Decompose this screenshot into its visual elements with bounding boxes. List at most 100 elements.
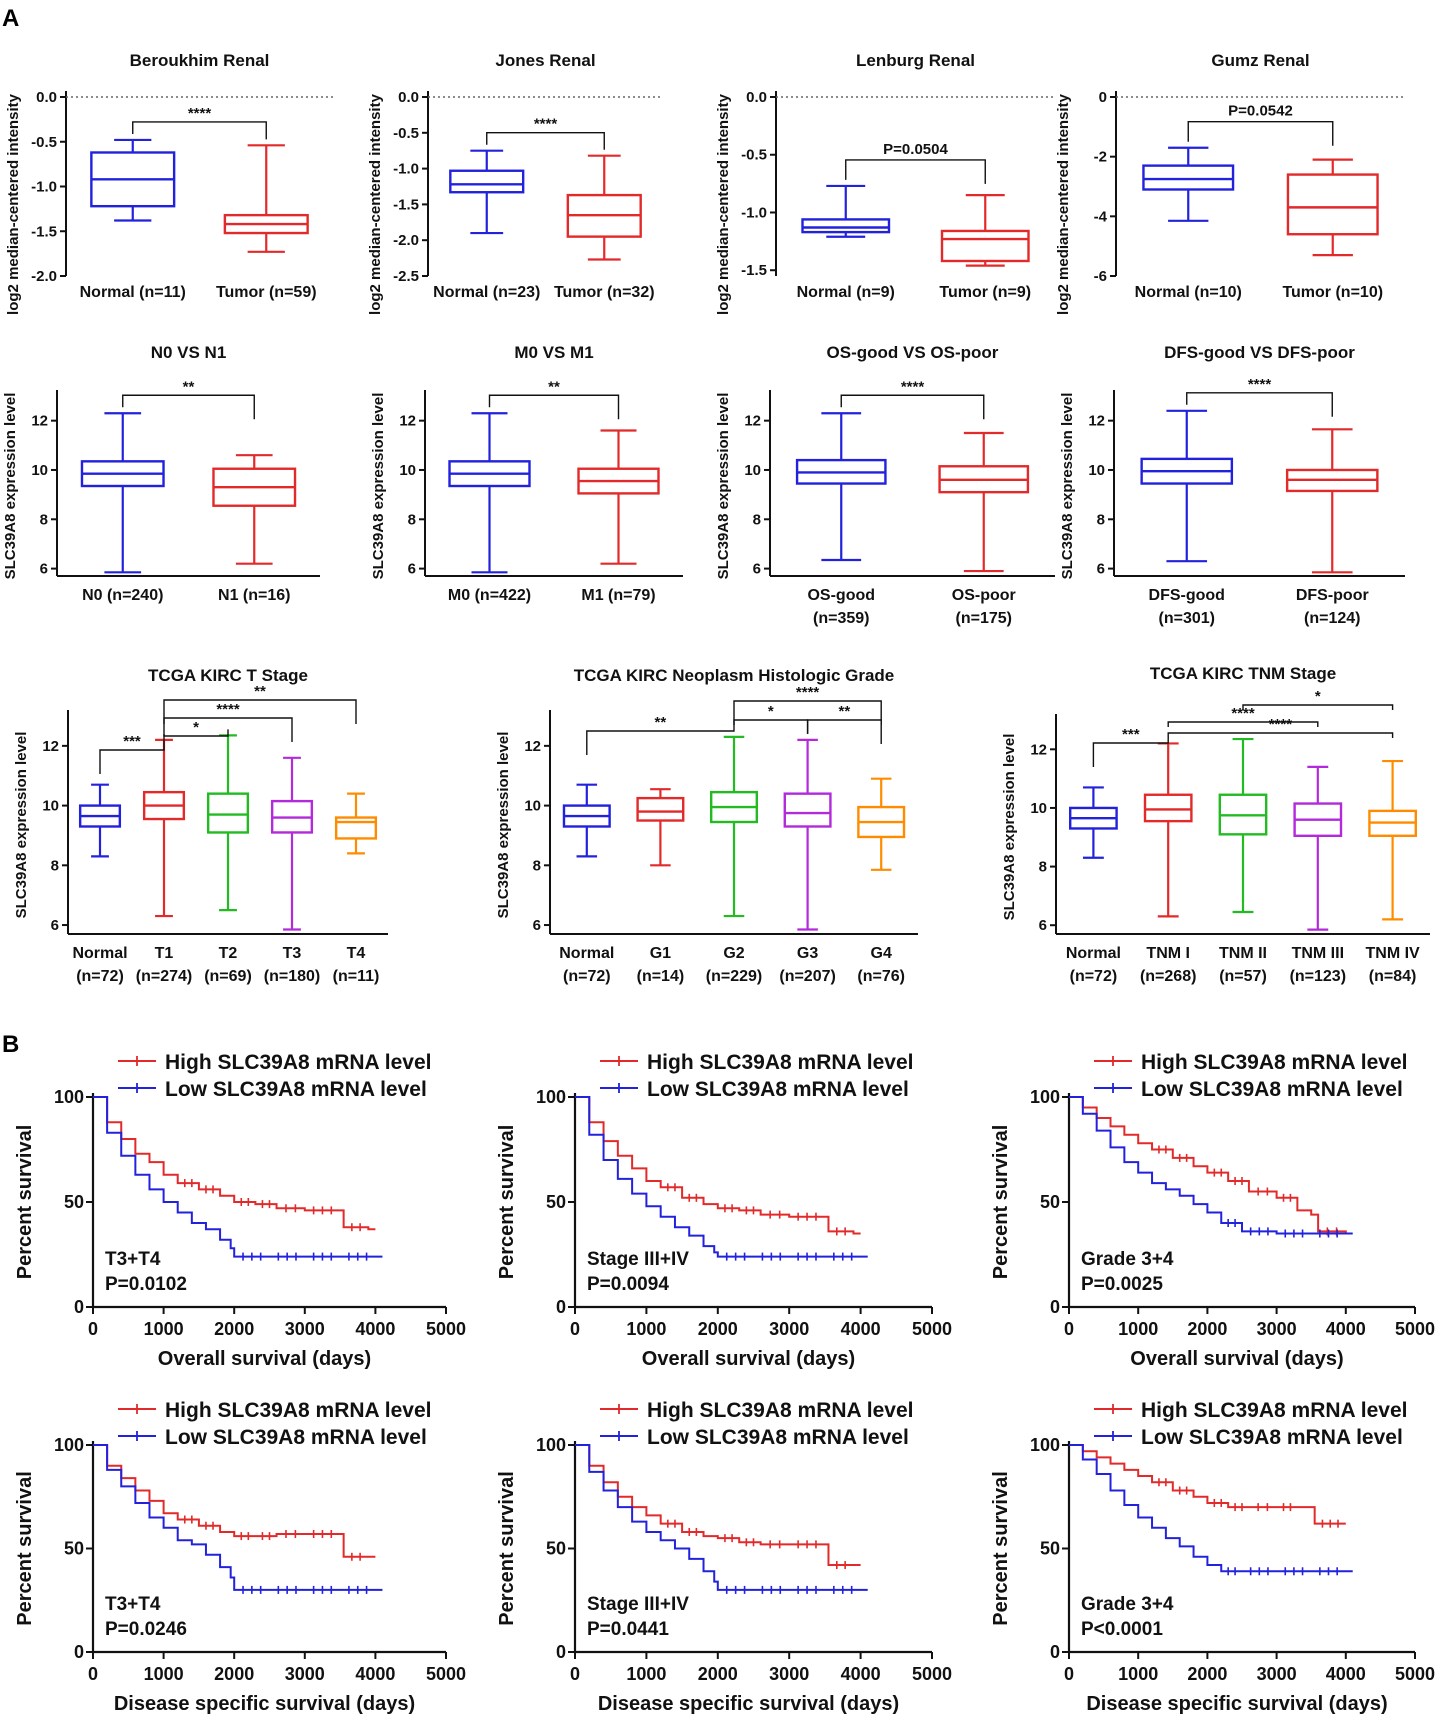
y-tick-label: 6 <box>753 561 761 578</box>
chart-title: Beroukhim Renal <box>130 51 270 70</box>
y-tick-label: 0.0 <box>746 89 767 106</box>
subgroup-annotation: T3+T4 <box>105 1594 161 1615</box>
significance-label: * <box>1315 688 1321 705</box>
x-tick-label: 4000 <box>355 1664 395 1684</box>
significance-bracket <box>840 394 985 420</box>
x-tick-label: 2000 <box>214 1664 254 1684</box>
x-category-sublabel: (n=14) <box>637 968 685 985</box>
survival-curve-high <box>1069 1096 1347 1234</box>
y-tick-label: 50 <box>64 1539 84 1559</box>
p-value-annotation: P=0.0441 <box>587 1619 669 1640</box>
x-tick-label: 3000 <box>1257 1664 1297 1684</box>
significance-label: P=0.0504 <box>883 141 948 158</box>
x-category-label: T4 <box>347 945 366 962</box>
y-tick-label: -0.5 <box>393 125 419 142</box>
x-category-label: TNM III <box>1292 945 1344 962</box>
legend-label: High SLC39A8 mRNA level <box>165 1051 431 1074</box>
y-axis-label: log2 median-centered intensity <box>715 93 732 315</box>
x-category-label: Tumor (n=9) <box>939 284 1031 301</box>
y-axis-label: Percent survival <box>990 1125 1012 1280</box>
y-tick-label: -1.5 <box>741 262 767 279</box>
x-category-label: G3 <box>797 945 818 962</box>
box-1 <box>1286 173 1379 236</box>
survival-curve-high <box>1069 1444 1346 1525</box>
legend-label: High SLC39A8 mRNA level <box>647 1051 913 1074</box>
significance-bracket <box>486 132 605 150</box>
x-category-sublabel: (n=84) <box>1369 968 1417 985</box>
y-tick-label: 0 <box>74 1642 84 1662</box>
y-tick-label: 50 <box>1040 1539 1060 1559</box>
survival-curve-low <box>575 1096 868 1258</box>
y-tick-label: 12 <box>744 413 761 430</box>
significance-label: **** <box>216 701 240 718</box>
x-category-label: G4 <box>871 945 892 962</box>
y-axis-label: SLC39A8 expression level <box>1059 393 1076 580</box>
significance-bracket <box>163 729 229 737</box>
y-tick-label: 8 <box>753 511 761 528</box>
y-tick-label: 12 <box>399 413 416 430</box>
x-category-sublabel: (n=69) <box>204 968 252 985</box>
y-tick-label: 10 <box>42 798 59 815</box>
x-category-sublabel: (n=72) <box>1070 968 1118 985</box>
x-tick-label: 2000 <box>1187 1664 1227 1684</box>
y-tick-label: 50 <box>64 1192 84 1212</box>
significance-label: *** <box>123 733 141 750</box>
x-tick-label: 5000 <box>1395 1664 1435 1684</box>
x-tick-label: 0 <box>570 1664 580 1684</box>
legend-label: Low SLC39A8 mRNA level <box>647 1426 909 1449</box>
survival-curve-high <box>575 1444 861 1567</box>
chart-title: N0 VS N1 <box>151 343 227 362</box>
legend-label: High SLC39A8 mRNA level <box>647 1399 913 1422</box>
significance-bracket <box>122 394 255 420</box>
chart-title: M0 VS M1 <box>514 343 593 362</box>
y-tick-label: 6 <box>40 561 48 578</box>
significance-bracket <box>806 719 882 744</box>
x-tick-label: 5000 <box>1395 1319 1435 1339</box>
x-category-sublabel: (n=229) <box>706 968 762 985</box>
significance-label: ** <box>183 378 195 395</box>
significance-label: * <box>768 703 774 720</box>
y-tick-label: -1.5 <box>393 196 419 213</box>
box-0 <box>1142 164 1235 191</box>
y-axis-label: Percent survival <box>496 1471 518 1626</box>
y-tick-label: 100 <box>1030 1087 1060 1107</box>
x-tick-label: 0 <box>1064 1319 1074 1339</box>
significance-label: *** <box>1122 726 1140 743</box>
x-category-label: DFS-poor <box>1296 587 1369 604</box>
p-value-annotation: P=0.0094 <box>587 1274 669 1295</box>
x-tick-label: 5000 <box>912 1319 952 1339</box>
significance-bracket <box>1186 392 1333 417</box>
survival-curve-high <box>575 1096 861 1235</box>
y-axis-label: SLC39A8 expression level <box>370 393 387 580</box>
y-axis-label: Percent survival <box>14 1125 36 1280</box>
y-tick-label: 0 <box>556 1297 566 1317</box>
y-tick-label: -2.0 <box>393 232 419 249</box>
x-tick-label: 1000 <box>144 1664 184 1684</box>
box-chart-m0m1: M0 VS M1 6 8 10 12 SLC39A8 expression level M0… <box>370 343 683 604</box>
x-axis-label: Disease specific survival (days) <box>1086 1693 1387 1715</box>
y-tick-label: 6 <box>51 917 59 934</box>
y-tick-label: -2.0 <box>31 268 57 285</box>
significance-label: * <box>193 719 199 736</box>
box-1 <box>636 796 685 822</box>
x-category-label: OS-poor <box>952 587 1016 604</box>
chart-title: TCGA KIRC Neoplasm Histologic Grade <box>574 666 895 685</box>
significance-bracket <box>163 717 293 742</box>
p-value-annotation: P=0.0246 <box>105 1619 187 1640</box>
y-tick-label: -1.5 <box>31 223 57 240</box>
significance-label: **** <box>901 378 925 395</box>
box-chart-dfs: DFS-good VS DFS-poor 6 8 10 12 SLC39A8 expres… <box>1059 343 1405 627</box>
significance-bracket <box>733 700 882 725</box>
y-tick-label: 100 <box>1030 1435 1060 1455</box>
y-tick-label: 8 <box>51 857 59 874</box>
significance-bracket <box>163 699 357 724</box>
x-category-label: M1 (n=79) <box>581 587 655 604</box>
box-3 <box>783 792 832 828</box>
x-tick-label: 0 <box>88 1664 98 1684</box>
x-tick-label: 2000 <box>698 1319 738 1339</box>
y-tick-label: -1.0 <box>393 161 419 178</box>
x-tick-label: 4000 <box>841 1319 881 1339</box>
y-tick-label: 8 <box>40 511 48 528</box>
x-category-label: T1 <box>155 945 174 962</box>
